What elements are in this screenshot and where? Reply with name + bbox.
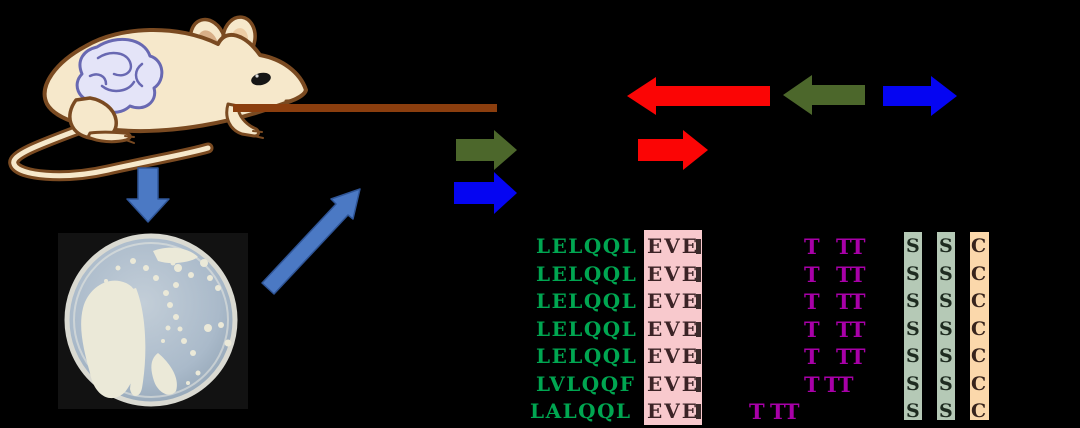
conserved-c: C (971, 263, 987, 285)
purple-residue: T (804, 289, 820, 314)
red-right-gene-arrow (638, 130, 708, 170)
purple-residue-pair: TT (770, 399, 799, 424)
alignment-row: LELQQL EVE T TT S S C (0, 316, 1080, 343)
down-arrow (126, 167, 170, 223)
alignment-row: LVLQQF EVE T TT S S C (0, 371, 1080, 398)
petri-dish-photo (58, 233, 248, 409)
purple-residue-pair: TT (836, 234, 865, 259)
conserved-s: S (939, 373, 953, 395)
motif-text: LELQQL (536, 344, 638, 368)
bacterial-colonies (81, 247, 232, 399)
clipped-letter (696, 294, 701, 309)
motif-text: LELQQL (536, 289, 638, 313)
green-left-gene-arrow (783, 75, 865, 115)
purple-residue-pair: TT (836, 262, 865, 287)
conserved-s: S (939, 235, 953, 257)
purple-residue: T (804, 234, 820, 259)
pink-highlight-column (644, 230, 702, 425)
conserved-c: C (971, 290, 987, 312)
intestines-illustration (75, 37, 164, 114)
motif-text: LALQQL (530, 399, 632, 423)
purple-residue: T (804, 262, 820, 287)
up-right-arrow (261, 188, 361, 295)
gene-map (454, 75, 957, 214)
conserved-s: S (939, 345, 953, 367)
purple-residue-pair: TT (836, 344, 865, 369)
conserved-s: S (939, 290, 953, 312)
clipped-letter (696, 349, 701, 364)
conserved-eve: EVE (647, 262, 700, 286)
purple-residue-pair: TT (836, 289, 865, 314)
conserved-s: S (939, 263, 953, 285)
mouse-front-leg (225, 102, 260, 138)
purple-residue: T (804, 372, 820, 397)
clipped-letter (696, 239, 701, 254)
alignment-row: LELQQL EVE T TT S S C (0, 343, 1080, 370)
conserved-s: S (906, 373, 920, 395)
alignment-row: LELQQL EVE T TT S S C (0, 233, 1080, 260)
purple-residue-pair: TT (824, 372, 853, 397)
green-right-gene-arrow (456, 130, 517, 170)
red-left-gene-arrow (627, 77, 770, 115)
conserved-eve: EVE (647, 234, 700, 258)
conserved-c: C (971, 400, 987, 422)
conserved-eve: EVE (647, 399, 700, 423)
blue-right-gene-arrow-mid (454, 172, 517, 214)
conserved-c: C (971, 235, 987, 257)
alignment-row: LELQQL EVE T TT S S C (0, 288, 1080, 315)
conserved-c: C (971, 318, 987, 340)
purple-residue: T (749, 399, 765, 424)
clipped-letter (696, 404, 701, 419)
mouse-illustration (8, 15, 308, 182)
brown-connector-line (233, 104, 497, 112)
peach-highlight-column (970, 232, 989, 420)
purple-residue: T (804, 344, 820, 369)
sage-highlight-column-2 (937, 232, 955, 420)
alignment-row: LALQQL EVE T TT S S C (0, 398, 1080, 425)
conserved-s: S (939, 318, 953, 340)
conserved-c: C (971, 373, 987, 395)
motif-text: LVLQQF (536, 372, 636, 396)
conserved-s: S (906, 290, 920, 312)
motif-text: LELQQL (536, 234, 638, 258)
motif-text: LELQQL (536, 317, 638, 341)
conserved-c: C (971, 345, 987, 367)
purple-residue: T (804, 317, 820, 342)
clipped-letter (696, 377, 701, 392)
conserved-eve: EVE (647, 317, 700, 341)
purple-residue-pair: TT (836, 317, 865, 342)
conserved-s: S (906, 400, 920, 422)
conserved-s: S (939, 400, 953, 422)
conserved-eve: EVE (647, 289, 700, 313)
clipped-letter (696, 267, 701, 282)
conserved-s: S (906, 345, 920, 367)
clipped-letter (696, 322, 701, 337)
conserved-s: S (906, 235, 920, 257)
motif-text: LELQQL (536, 262, 638, 286)
conserved-s: S (906, 318, 920, 340)
conserved-eve: EVE (647, 344, 700, 368)
conserved-s: S (906, 263, 920, 285)
sage-highlight-column-1 (904, 232, 922, 420)
blue-right-gene-arrow-top (883, 76, 957, 116)
alignment-row: LELQQL EVE T TT S S C (0, 261, 1080, 288)
conserved-eve: EVE (647, 372, 700, 396)
